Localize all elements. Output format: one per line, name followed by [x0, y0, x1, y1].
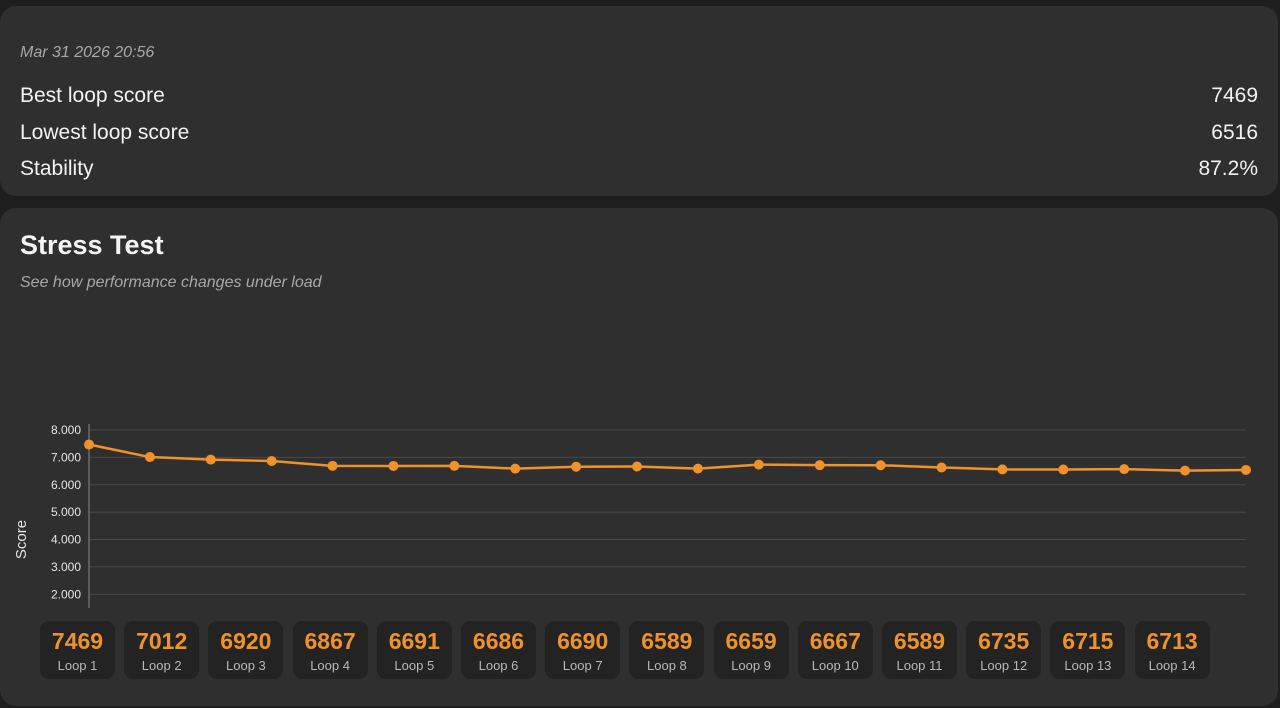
- data-point: [1119, 464, 1130, 475]
- loop-label: Loop 13: [1064, 658, 1112, 673]
- y-tick-label: 2.000: [51, 587, 81, 601]
- loop-score: 6686: [472, 628, 525, 654]
- loop-label: Loop 9: [731, 658, 771, 673]
- stat-label: Lowest loop score: [20, 121, 190, 144]
- loop-label: Loop 3: [226, 658, 266, 673]
- data-point: [84, 439, 94, 450]
- loop-tile: 6920 Loop 3: [208, 621, 284, 679]
- loop-tile: 6691 Loop 5: [376, 621, 452, 679]
- data-point: [144, 452, 155, 463]
- data-point: [266, 456, 277, 467]
- data-point: [205, 454, 216, 465]
- loop-tile: 6589 Loop 8: [629, 621, 705, 679]
- loop-score: 6715: [1062, 628, 1114, 654]
- summary-card: Mar 31 2026 20:56 Best loop score 7469 L…: [0, 6, 1278, 196]
- stat-label: Best loop score: [20, 84, 165, 107]
- data-point: [936, 462, 947, 473]
- data-point: [327, 460, 338, 471]
- data-point: [875, 460, 886, 471]
- loop-score: 6867: [304, 628, 356, 654]
- data-point: [692, 463, 703, 474]
- loop-label: Loop 12: [980, 658, 1028, 673]
- data-point: [632, 461, 643, 472]
- loop-score: 6735: [978, 628, 1030, 654]
- stat-row-best: Best loop score 7469: [20, 84, 1258, 112]
- section-subtitle: See how performance changes under load: [20, 274, 322, 291]
- y-tick-label: 5.000: [51, 505, 81, 519]
- data-point: [571, 461, 582, 472]
- loop-label: Loop 1: [57, 658, 98, 673]
- stress-line-chart: 01.0002.0003.0004.0005.0006.0007.0008.00…: [13, 423, 1251, 608]
- loop-score: 6713: [1146, 628, 1198, 654]
- y-tick-label: 8.000: [51, 423, 81, 437]
- loop-label: Loop 7: [562, 658, 603, 673]
- y-axis-title: Score: [13, 520, 30, 559]
- loop-label: Loop 5: [394, 658, 435, 673]
- loop-tile: 6659 Loop 9: [713, 621, 789, 679]
- loop-tile: 6713 Loop 14: [1134, 621, 1210, 679]
- loop-label: Loop 10: [811, 658, 859, 673]
- loop-score: 6667: [809, 628, 861, 654]
- data-point: [449, 460, 460, 471]
- loop-score: 6589: [893, 628, 946, 654]
- loop-score: 7469: [51, 628, 104, 654]
- loop-tile: 7469 Loop 1: [40, 621, 115, 679]
- loop-tile: 6715 Loop 13: [1050, 621, 1126, 679]
- loop-label: Loop 6: [478, 658, 519, 673]
- loop-label: Loop 4: [310, 658, 350, 673]
- stat-row-stability: Stability 87.2%: [20, 157, 1258, 185]
- loop-label: Loop 11: [896, 658, 943, 673]
- loop-tile: 6690 Loop 7: [545, 621, 621, 679]
- loop-score: 6690: [557, 628, 609, 654]
- loop-label: Loop 8: [647, 658, 687, 673]
- loop-tile: 6589 Loop 11: [882, 621, 957, 679]
- data-point: [753, 459, 764, 470]
- data-point: [1241, 464, 1251, 475]
- loop-tile: 6686 Loop 6: [461, 621, 536, 679]
- series-line: [88, 443, 1247, 472]
- data-point: [388, 460, 399, 471]
- data-point: [1180, 465, 1191, 476]
- loop-score: 6659: [725, 628, 777, 654]
- stat-label: Stability: [20, 157, 94, 180]
- stat-row-lowest: Lowest loop score 6516: [20, 121, 1258, 149]
- section-title: Stress Test: [20, 230, 164, 260]
- loop-tile: 6667 Loop 10: [797, 621, 873, 679]
- stat-value: 6516: [1211, 121, 1258, 144]
- y-tick-label: 6.000: [51, 478, 81, 492]
- loop-tile: 7012 Loop 2: [124, 621, 200, 679]
- loop-label: Loop 2: [141, 658, 182, 673]
- data-point: [510, 463, 521, 474]
- loop-tile: 6735 Loop 12: [966, 621, 1042, 679]
- loop-score: 6920: [220, 628, 272, 654]
- y-tick-label: 3.000: [51, 560, 81, 574]
- data-point: [1058, 464, 1069, 475]
- stat-value: 7469: [1211, 84, 1258, 107]
- loop-score: 7012: [136, 628, 188, 654]
- y-tick-label: 4.000: [51, 533, 81, 547]
- data-point: [997, 464, 1008, 475]
- stat-value: 87.2%: [1198, 157, 1258, 180]
- loop-score: 6589: [641, 628, 693, 654]
- loop-tile: 6867 Loop 4: [292, 621, 368, 679]
- stress-test-card: Stress Test See how performance changes …: [0, 208, 1278, 706]
- loop-score: 6691: [388, 628, 440, 654]
- data-point: [814, 460, 825, 471]
- y-tick-label: 7.000: [51, 450, 81, 464]
- loop-label: Loop 14: [1148, 658, 1196, 673]
- timestamp: Mar 31 2026 20:56: [20, 44, 155, 61]
